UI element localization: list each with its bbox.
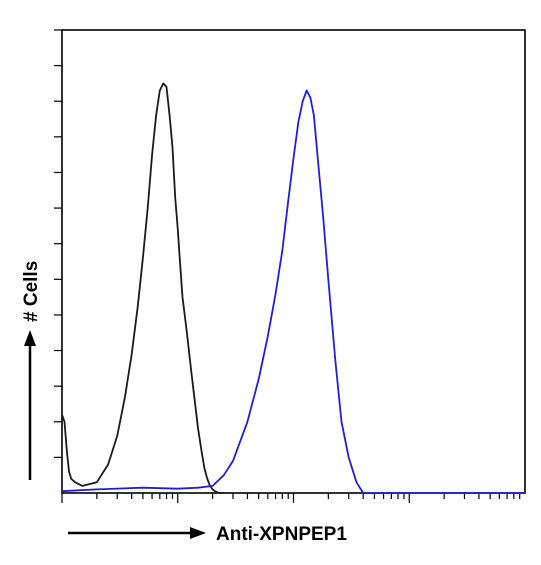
x-axis-arrowhead [190,527,206,539]
control-histogram-line [61,82,224,494]
series-group [61,82,525,494]
x-axis-label-group: Anti-XPNPEP1 [68,524,347,545]
x-axis-label: Anti-XPNPEP1 [216,524,347,545]
plot-frame [61,29,526,494]
axis-ticks [54,29,521,503]
antibody-histogram-line [61,89,525,494]
y-axis-label: # Cells [21,261,42,322]
y-axis-label-group: # Cells [21,261,42,480]
y-axis-arrowhead [24,330,36,346]
